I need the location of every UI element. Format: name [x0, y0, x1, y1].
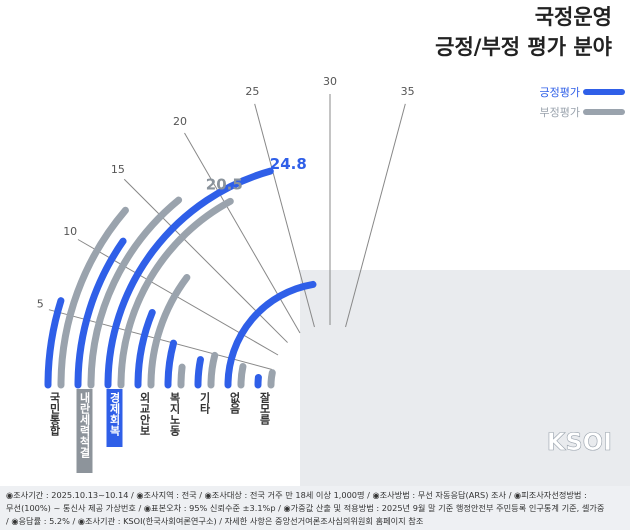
- note-line: 무선(100%) ~ 통신사 제공 가상번호 / ◉표본오차 : 95% 신뢰수…: [6, 503, 605, 513]
- arc-bar: [57, 206, 129, 389]
- scale-label: 5: [37, 297, 44, 310]
- scale-label: 35: [401, 85, 415, 98]
- arc-bar: [87, 196, 183, 389]
- value-label: 24.8: [270, 155, 307, 173]
- arc-bar: [207, 351, 219, 389]
- arc-bar: [117, 197, 234, 389]
- category-label: 복지노동: [168, 391, 181, 437]
- arc-bar: [104, 167, 274, 389]
- category-label: 내란세력척결: [78, 391, 91, 458]
- category-label: 잘모름: [258, 392, 271, 425]
- arc-bar: [74, 237, 127, 389]
- title-line: 긍정/부정 평가 분야: [435, 35, 613, 59]
- category-label: 외교안보: [138, 391, 151, 436]
- legend-label: 긍정평가: [540, 86, 580, 99]
- scale-label: 20: [173, 115, 187, 128]
- arc-bar: [177, 363, 186, 389]
- arc-bar: [224, 280, 317, 389]
- category-highlight: [106, 389, 123, 447]
- arc-bar: [44, 297, 65, 389]
- note-line: ◉조사기간 : 2025.10.13~10.14 / ◉조사지역 : 전국 / …: [6, 490, 587, 500]
- category-label: 경제회복: [108, 391, 121, 437]
- arc-bar: [134, 308, 156, 389]
- logo: KSOI: [547, 428, 612, 456]
- arc-bar: [267, 369, 276, 389]
- category-highlight: [76, 389, 93, 473]
- scale-line: [123, 178, 288, 343]
- scale-label: 10: [63, 225, 77, 238]
- arc-bar: [164, 339, 178, 389]
- arc-bar: [147, 274, 191, 389]
- arc-bar: [194, 356, 204, 389]
- scale-line: [254, 103, 315, 328]
- value-label: 20.5: [206, 175, 243, 193]
- category-label: 국민통합: [48, 392, 61, 436]
- scale-line: [345, 103, 406, 328]
- chart: 국정운영 긍정/부정 평가 분야 KSOI 5 10 15 20 25 30 35 긍정평가부…: [37, 5, 630, 486]
- footnote: ◉조사기간 : 2025.10.13~10.14 / ◉조사지역 : 전국 / …: [0, 486, 630, 530]
- photo-area: [300, 270, 630, 486]
- note-line: / ◉응답률 : 5.2% / ◉조사기관 : KSOI(한국사회여론연구소) …: [6, 516, 424, 526]
- scale-label: 25: [245, 85, 259, 98]
- category-label: 기타: [198, 391, 211, 415]
- scale-label: 15: [111, 163, 125, 176]
- title-line: 국정운영: [535, 5, 612, 29]
- category-label: 없음: [228, 392, 241, 414]
- legend-label: 부정평가: [540, 106, 580, 119]
- scale-line: [184, 132, 301, 334]
- scale-label: 30: [323, 75, 337, 88]
- arc-bar: [237, 362, 247, 389]
